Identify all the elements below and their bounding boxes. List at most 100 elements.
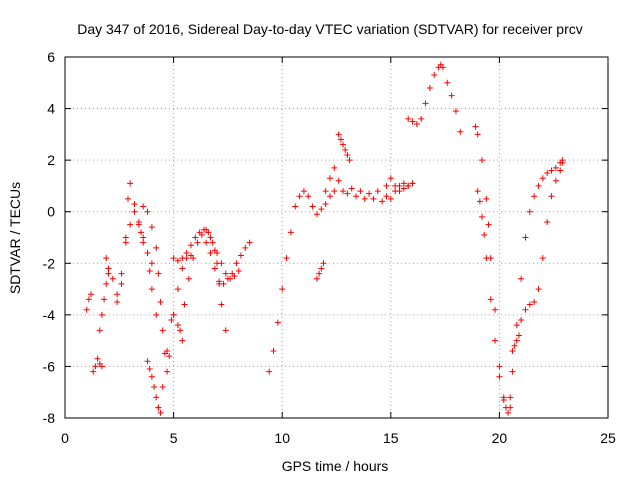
data-point xyxy=(114,298,121,305)
data-point xyxy=(518,275,525,282)
data-point xyxy=(207,249,214,256)
data-point xyxy=(179,265,186,272)
data-point xyxy=(457,128,464,135)
data-point xyxy=(335,131,342,138)
data-point xyxy=(400,185,407,192)
data-point xyxy=(392,182,399,189)
data-point xyxy=(140,234,147,241)
data-point xyxy=(168,317,175,324)
data-point xyxy=(146,268,153,275)
x-tick-label: 25 xyxy=(600,430,616,446)
data-point xyxy=(140,203,147,210)
data-point xyxy=(94,355,101,362)
data-point xyxy=(211,265,218,272)
data-point xyxy=(552,164,559,171)
y-axis-label: SDTVAR / TECUs xyxy=(7,182,23,294)
data-point xyxy=(479,157,486,164)
data-point xyxy=(526,301,533,308)
data-point xyxy=(476,198,483,205)
data-point xyxy=(192,234,199,241)
data-point xyxy=(283,255,290,262)
data-point xyxy=(235,268,242,275)
data-point xyxy=(105,265,112,272)
data-point xyxy=(157,298,164,305)
data-point xyxy=(237,252,244,259)
data-point xyxy=(479,213,486,220)
data-point xyxy=(96,327,103,334)
data-point xyxy=(322,200,329,207)
data-point xyxy=(474,188,481,195)
data-point xyxy=(216,278,223,285)
data-point xyxy=(148,260,155,267)
x-tick-label: 10 xyxy=(274,430,290,446)
data-point xyxy=(300,188,307,195)
data-point xyxy=(337,136,344,143)
data-point xyxy=(118,270,125,277)
data-point xyxy=(513,322,520,329)
y-tick-label: 2 xyxy=(47,152,55,168)
data-point xyxy=(531,298,538,305)
data-point xyxy=(426,84,433,91)
data-point xyxy=(138,229,145,236)
data-point xyxy=(511,342,518,349)
data-point xyxy=(474,131,481,138)
data-point xyxy=(103,280,110,287)
data-point xyxy=(177,327,184,334)
x-tick-label: 0 xyxy=(61,430,69,446)
data-points xyxy=(83,61,566,416)
y-tick-label: -8 xyxy=(43,410,56,426)
grid-lines xyxy=(65,57,608,418)
data-point xyxy=(157,409,164,416)
data-point xyxy=(98,311,105,318)
data-point xyxy=(270,347,277,354)
data-point xyxy=(105,270,112,277)
data-point xyxy=(353,193,360,200)
data-point xyxy=(344,190,351,197)
data-point xyxy=(109,275,116,282)
data-point xyxy=(153,244,160,251)
data-point xyxy=(483,195,490,202)
data-point xyxy=(326,175,333,182)
data-point xyxy=(422,100,429,107)
data-point xyxy=(187,242,194,249)
data-point xyxy=(174,286,181,293)
data-point xyxy=(174,257,181,264)
data-point xyxy=(144,208,151,215)
data-point xyxy=(483,255,490,262)
data-point xyxy=(366,190,373,197)
data-point xyxy=(496,363,503,370)
data-point xyxy=(413,121,420,128)
data-point xyxy=(85,296,92,303)
data-point xyxy=(313,211,320,218)
data-point xyxy=(242,244,249,251)
data-point xyxy=(181,301,188,308)
data-point xyxy=(346,157,353,164)
y-tick-label: 4 xyxy=(47,101,55,117)
data-point xyxy=(505,409,512,416)
data-point xyxy=(124,195,131,202)
data-point xyxy=(387,175,394,182)
x-tick-label: 15 xyxy=(383,430,399,446)
data-point xyxy=(383,182,390,189)
data-point xyxy=(90,368,97,375)
data-point xyxy=(122,239,129,246)
data-point xyxy=(316,270,323,277)
data-point xyxy=(405,182,412,189)
data-point xyxy=(472,123,479,130)
data-point xyxy=(309,203,316,210)
data-point xyxy=(164,368,171,375)
data-point xyxy=(396,188,403,195)
data-point xyxy=(509,347,516,354)
data-point xyxy=(492,337,499,344)
data-point xyxy=(144,358,151,365)
data-point xyxy=(159,384,166,391)
data-point xyxy=(127,180,134,187)
data-point xyxy=(492,306,499,313)
data-point xyxy=(203,239,210,246)
data-point xyxy=(348,185,355,192)
data-point xyxy=(400,180,407,187)
data-point xyxy=(509,368,516,375)
data-point xyxy=(539,255,546,262)
